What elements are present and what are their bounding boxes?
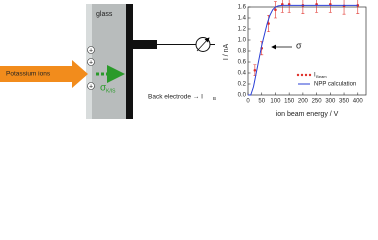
series-line: [248, 4, 358, 96]
ion-arrow: [0, 60, 88, 88]
point: [253, 68, 257, 72]
y-tick-label: 1.2: [238, 27, 247, 33]
point: [274, 8, 277, 12]
charge: +: [89, 83, 93, 90]
charge: +: [89, 47, 93, 54]
x-tick-label: 100: [270, 99, 281, 105]
ions-label: Potassium ions: [6, 71, 51, 78]
electrode-sub: B: [213, 96, 216, 101]
annotation: σ: [296, 40, 302, 50]
charge: +: [89, 59, 93, 66]
legend-swatch: [300, 73, 304, 77]
error-bar: [328, 0, 332, 13]
x-tick-label: 250: [312, 99, 323, 105]
figure: glass Potassium ions + + + σ K/IS Back e…: [0, 0, 367, 119]
x-tick-label: 50: [258, 99, 265, 105]
legend-label: NPP calculation: [314, 82, 356, 88]
x-tick-label: 0: [246, 99, 250, 105]
error-bar: [287, 0, 291, 13]
x-tick-label: 400: [353, 99, 364, 105]
legend-label-sub: Beam: [316, 74, 327, 79]
x-tick-label: 300: [325, 99, 336, 105]
glass-label: glass: [96, 11, 113, 18]
y-tick-label: 0.2: [238, 82, 247, 88]
electrode: [126, 4, 133, 119]
ammeter-needle: [196, 37, 210, 52]
electrode-label: Back electrode → I: [148, 94, 203, 101]
legend-swatch: [304, 73, 308, 77]
charges: + + +: [87, 46, 95, 90]
y-tick-label: 1.4: [238, 16, 247, 22]
error-bar: [315, 0, 319, 13]
legend-swatch: [296, 73, 300, 77]
y-tick-label: 0.4: [238, 71, 247, 77]
y-tick-label: 0.6: [238, 60, 247, 66]
legend-swatch: [308, 73, 312, 77]
y-tick-label: 0.8: [238, 49, 247, 55]
y-tick-label: 1.0: [238, 38, 247, 44]
y-tick-label: 1.6: [238, 5, 247, 11]
error-bar: [280, 0, 284, 13]
legend-label: I: [314, 73, 316, 79]
y-axis-label: I / nA: [223, 43, 230, 60]
x-tick-label: 200: [298, 99, 309, 105]
x-tick-label: 150: [284, 99, 295, 105]
electrode-contact: [133, 40, 157, 49]
x-tick-label: 350: [339, 99, 350, 105]
sigma-sub: K/IS: [106, 88, 116, 94]
y-tick-label: 0.0: [238, 93, 247, 99]
x-axis-label: ion beam energy / V: [276, 111, 339, 118]
sigma-label: σ: [100, 83, 107, 94]
